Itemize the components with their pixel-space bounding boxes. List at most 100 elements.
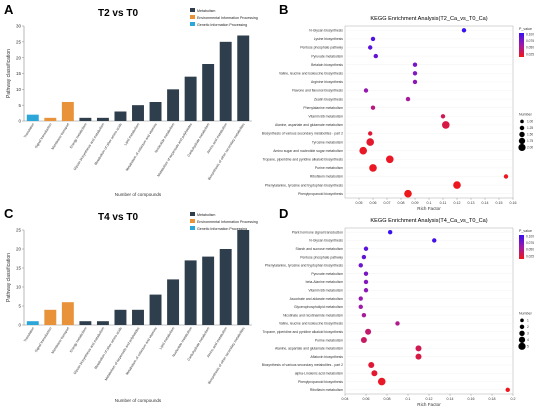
data-point — [370, 105, 376, 110]
size-legend-dot — [518, 143, 526, 152]
x-tick-label: 0.06 — [363, 397, 370, 401]
bar — [44, 117, 57, 121]
bar — [219, 41, 232, 122]
legend-swatch — [190, 226, 195, 230]
color-legend-label: 0.075 — [526, 241, 534, 245]
bar — [79, 321, 92, 325]
x-tick-label: Metabolism of cofactors and vitamins — [125, 326, 158, 376]
bar — [61, 102, 74, 121]
x-tick-label: 0.12 — [454, 201, 461, 205]
y-tick-label: Plant hormone signal transduction — [292, 230, 343, 234]
size-legend-dot — [520, 119, 524, 124]
x-tick-label: 0.2 — [511, 397, 516, 401]
y-tick-label: 10 — [16, 285, 22, 290]
chart-title: KEGG Enrichment Analysis(T2_Ca_vs_T0_Ca) — [370, 16, 487, 22]
size-legend-label: 2.00 — [527, 146, 533, 150]
y-tick-label: Starch and sucrose metabolism — [296, 247, 344, 251]
y-tick-label: Betalain biosynthesis — [311, 63, 343, 67]
data-point — [440, 114, 446, 119]
data-point — [503, 174, 509, 179]
y-tick-label: 25 — [16, 228, 22, 233]
bar — [132, 105, 144, 121]
bar — [237, 230, 250, 325]
data-point — [371, 370, 378, 377]
size-legend-dot — [519, 330, 525, 337]
y-tick-label: 20 — [16, 247, 22, 252]
data-point — [366, 138, 375, 146]
data-point — [461, 28, 467, 33]
bar — [61, 302, 74, 325]
data-point — [363, 88, 369, 93]
legend-swatch — [190, 219, 195, 223]
data-point — [368, 131, 373, 136]
y-tick-label: Zeatin biosynthesis — [314, 97, 343, 101]
legend-swatch — [190, 22, 195, 26]
y-tick-label: 5 — [18, 304, 21, 309]
y-tick-label: Flavone and flavonol biosynthesis — [292, 89, 343, 93]
y-tick-label: 30 — [16, 24, 22, 29]
data-point — [412, 79, 418, 85]
panel-letter-c: C — [4, 206, 14, 221]
data-point — [369, 164, 377, 172]
x-tick-label: 0.18 — [489, 397, 496, 401]
x-tick-label: Membrane transport — [51, 122, 71, 150]
y-tick-label: Riboflavin metabolism — [310, 388, 343, 392]
color-legend-bar — [519, 235, 524, 259]
x-tick-label: Energy metabolism — [69, 326, 88, 353]
x-tick-label: 0.05 — [356, 201, 363, 205]
data-point — [361, 312, 367, 318]
x-axis-label: Rich Factor — [417, 206, 441, 211]
x-tick-label: Energy metabolism — [69, 122, 88, 149]
bar — [79, 117, 92, 121]
panel-letter-b: B — [279, 2, 288, 17]
size-legend-dot — [518, 342, 526, 350]
size-legend-label: 2 — [527, 325, 529, 329]
y-tick-label: Amino sugar and nucleotide sugar metabol… — [273, 149, 343, 153]
y-tick-label: Biosynthesis of various secondary metabo… — [262, 363, 343, 367]
y-tick-label: N-Glycan biosynthesis — [309, 239, 343, 243]
size-legend-label: 1.00 — [527, 120, 533, 124]
x-tick-label: Lipid metabolism — [159, 326, 176, 350]
y-tick-label: Pentose phosphate pathway — [300, 46, 343, 50]
data-point — [363, 279, 369, 285]
size-legend-label: 1.50 — [527, 133, 533, 137]
size-legend-dot — [518, 137, 526, 145]
chart-title: T4 vs T0 — [98, 212, 138, 223]
x-tick-label: 0.06 — [370, 201, 377, 205]
bar — [149, 294, 162, 325]
y-tick-label: Pyruvate metabolism — [311, 54, 343, 58]
legend-label: Metabolism — [197, 213, 215, 217]
x-tick-label: 0.16 — [510, 201, 517, 205]
x-tick-label: 0.12 — [426, 397, 433, 401]
bar — [184, 76, 197, 121]
y-tick-label: Phenylalanine, tyrosine and tryptophan b… — [265, 264, 344, 268]
x-axis-label: Rich Factor — [417, 402, 441, 407]
x-tick-label: 0.15 — [496, 201, 503, 205]
data-point — [363, 246, 369, 251]
data-point — [359, 146, 368, 155]
bar — [237, 35, 250, 121]
x-axis-label: Number of compounds — [115, 192, 162, 197]
color-legend-label: 0.050 — [526, 248, 534, 252]
bar — [219, 249, 232, 325]
x-tick-label: 0.08 — [398, 201, 405, 205]
data-point — [363, 288, 369, 293]
x-tick-label: Glycan biosynthesis and metabolism — [73, 326, 106, 375]
data-point — [415, 353, 422, 360]
size-legend-dot — [518, 336, 526, 343]
legend-label: Environmental Information Processing — [197, 16, 258, 20]
data-point — [432, 238, 437, 243]
data-point — [358, 296, 363, 301]
data-point — [370, 36, 376, 42]
bar — [44, 309, 57, 325]
x-tick-label: Biosynthesis of other secondary metaboli… — [207, 122, 246, 181]
size-legend-label: 4 — [527, 338, 529, 342]
y-tick-label: Nicotinate and nicotinamide metabolism — [283, 313, 343, 317]
color-legend-label: 0.050 — [526, 46, 534, 50]
plot-frame — [344, 25, 514, 199]
bar — [26, 114, 39, 121]
bar — [114, 309, 127, 325]
data-point — [361, 254, 367, 260]
y-tick-label: alpha-Linolenic acid metabolism — [295, 371, 343, 375]
